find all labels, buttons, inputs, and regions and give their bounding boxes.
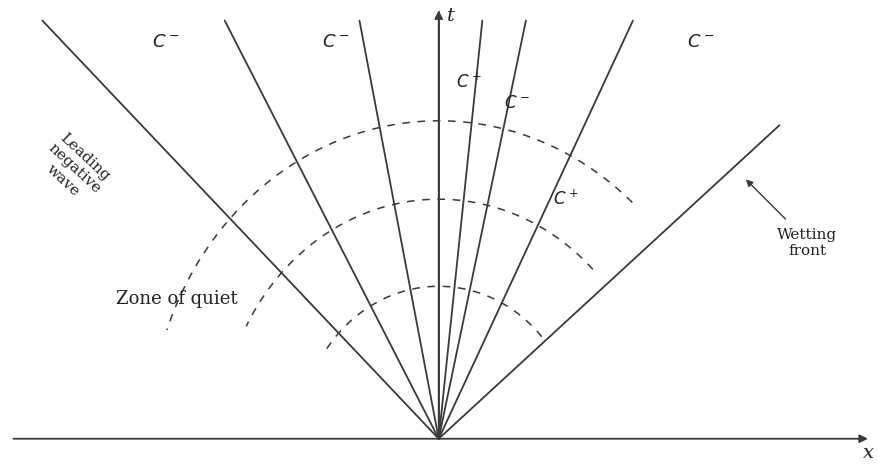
Text: $C^-$: $C^-$ (322, 34, 349, 51)
Text: $C^-$: $C^-$ (686, 34, 713, 51)
Text: x: x (862, 444, 873, 462)
Text: Wetting
front: Wetting front (776, 228, 837, 258)
Text: $C^+$: $C^+$ (455, 72, 481, 91)
Text: $C^-$: $C^-$ (503, 95, 529, 112)
Text: $C^+$: $C^+$ (553, 190, 578, 209)
Text: $C^-$: $C^-$ (152, 34, 179, 51)
Text: Zone of quiet: Zone of quiet (117, 290, 238, 308)
Text: t: t (446, 7, 454, 25)
Text: Leading
negative
wave: Leading negative wave (34, 129, 114, 208)
